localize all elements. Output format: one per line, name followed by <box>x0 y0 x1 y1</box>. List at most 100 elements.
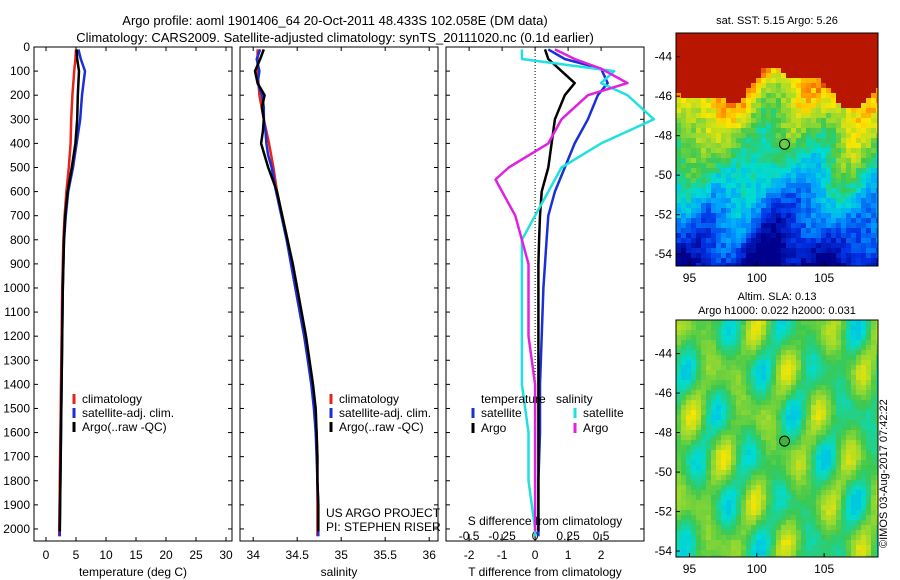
sla-map-cell <box>751 400 756 405</box>
sst-map-cell <box>756 233 761 238</box>
sla-map-cell <box>761 385 766 390</box>
sst-map-cell <box>691 213 696 218</box>
sst-map-cell <box>711 138 716 143</box>
sst-map-cell <box>756 173 761 178</box>
sla-map-cell <box>856 445 861 450</box>
sst-map-cell <box>681 73 686 78</box>
sla-map-cell <box>866 355 871 360</box>
sst-map-cell <box>736 48 741 53</box>
sst-map-cell <box>681 193 686 198</box>
sst-map-cell <box>806 143 811 148</box>
sla-map-cell <box>761 550 766 555</box>
sst-map-cell <box>681 118 686 123</box>
sla-map-cell <box>801 545 806 550</box>
sla-map-cell <box>766 475 771 480</box>
sla-map-cell <box>686 455 691 460</box>
sla-map-cell <box>791 340 796 345</box>
sla-map-cell <box>786 500 791 505</box>
sst-map-cell <box>701 218 706 223</box>
sla-map-cell <box>746 525 751 530</box>
sst-map-cell <box>776 78 781 83</box>
sla-map-cell <box>841 330 846 335</box>
sst-map-cell <box>751 243 756 248</box>
sla-map-cell <box>801 425 806 430</box>
sst-map-cell <box>731 193 736 198</box>
sla-map-cell <box>721 530 726 535</box>
sst-map-cell <box>721 248 726 253</box>
sla-map-cell <box>766 525 771 530</box>
sla-map-cell <box>846 360 851 365</box>
sst-map-cell <box>771 183 776 188</box>
sla-map-cell <box>806 455 811 460</box>
sst-map-cell <box>826 58 831 63</box>
sla-map-cell <box>841 340 846 345</box>
sst-map-cell <box>786 153 791 158</box>
sst-map-cell <box>681 253 686 258</box>
sla-map-cell <box>716 335 721 340</box>
sst-map-cell <box>866 128 871 133</box>
sst-map-cell <box>836 103 841 108</box>
sla-map-cell <box>841 485 846 490</box>
sst-map-cell <box>806 83 811 88</box>
salinity-x-tick-label: 34.5 <box>286 548 310 562</box>
sst-map-cell <box>771 193 776 198</box>
sst-map-cell <box>706 253 711 258</box>
sst-map-cell <box>751 173 756 178</box>
sst-map-cell <box>796 48 801 53</box>
sst-map-cell <box>791 198 796 203</box>
sla-map-cell <box>681 435 686 440</box>
sla-map-cell <box>766 430 771 435</box>
sla-map-cell <box>761 465 766 470</box>
sla-map-cell <box>716 350 721 355</box>
sla-map-cell <box>781 410 786 415</box>
sst-map-cell <box>706 248 711 253</box>
sst-map-y-tick-label: -54 <box>655 247 673 261</box>
sla-map-cell <box>871 530 876 535</box>
sst-map-cell <box>861 113 866 118</box>
sla-map-cell <box>856 525 861 530</box>
sst-map-cell <box>841 183 846 188</box>
sla-map-cell <box>726 475 731 480</box>
sst-map-cell <box>781 173 786 178</box>
sla-map-cell <box>716 470 721 475</box>
sla-map-cell <box>811 325 816 330</box>
sla-map-cell <box>801 440 806 445</box>
sla-map-cell <box>816 405 821 410</box>
sdiff-tick-label: 0.5 <box>593 529 610 543</box>
sla-map-cell <box>846 340 851 345</box>
temperature-x-tick-label: 20 <box>159 548 173 562</box>
sla-map-cell <box>721 555 726 557</box>
sst-map-cell <box>691 113 696 118</box>
sla-map-cell <box>816 440 821 445</box>
sst-map-cell <box>836 58 841 63</box>
sla-map-cell <box>826 365 831 370</box>
sla-map-cell <box>701 390 706 395</box>
sla-map-cell <box>696 375 701 380</box>
sst-map-cell <box>791 193 796 198</box>
sst-map-cell <box>806 128 811 133</box>
sla-map-cell <box>716 405 721 410</box>
sla-map-cell <box>781 385 786 390</box>
sla-map-cell <box>776 530 781 535</box>
sla-map-cell <box>741 335 746 340</box>
sst-map-cell <box>776 213 781 218</box>
sla-map-cell <box>851 420 856 425</box>
sla-map-cell <box>731 405 736 410</box>
sla-map-cell <box>876 335 878 340</box>
sst-map-cell <box>836 208 841 213</box>
sst-map-cell <box>871 63 876 68</box>
sst-map-cell <box>861 93 866 98</box>
sla-map-cell <box>736 360 741 365</box>
sla-map-cell <box>816 470 821 475</box>
sla-map-cell <box>771 540 776 545</box>
sla-map-cell <box>831 440 836 445</box>
sla-map-cell <box>871 505 876 510</box>
sla-map-cell <box>861 420 866 425</box>
sla-map-cell <box>811 445 816 450</box>
sla-map-cell <box>796 510 801 515</box>
sst-map-cell <box>821 58 826 63</box>
sst-map-cell <box>696 208 701 213</box>
sst-map-y-tick-label: -52 <box>655 208 673 222</box>
sst-map-cell <box>871 53 876 58</box>
sla-map-cell <box>721 535 726 540</box>
